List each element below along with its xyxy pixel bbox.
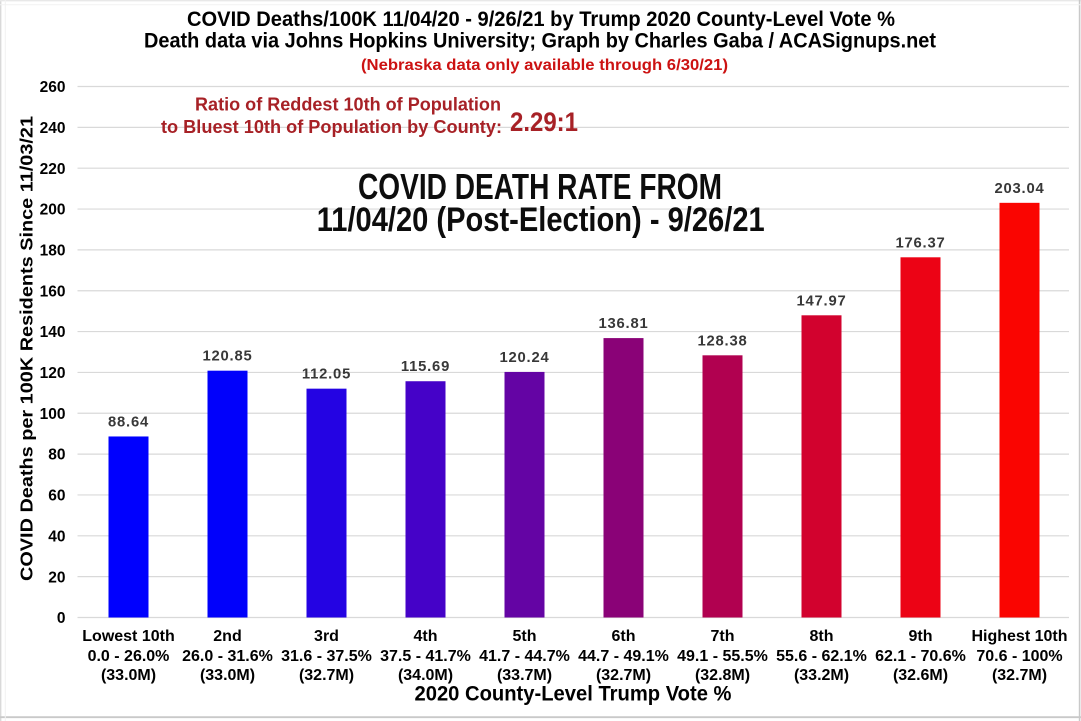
svg-text:Ratio of Reddest 10th of Popul: Ratio of Reddest 10th of Population: [195, 95, 501, 115]
svg-text:COVID Deaths per 100K Resident: COVID Deaths per 100K Residents Since 11…: [17, 116, 37, 581]
svg-text:62.1 - 70.6%: 62.1 - 70.6%: [875, 648, 966, 665]
svg-text:COVID Deaths/100K 11/04/20 - 9: COVID Deaths/100K 11/04/20 - 9/26/21 by …: [187, 7, 895, 31]
svg-text:60: 60: [48, 488, 65, 505]
svg-text:(34.0M): (34.0M): [398, 667, 453, 684]
svg-text:to Bluest 10th of Population b: to Bluest 10th of Population by County:: [161, 117, 502, 137]
svg-text:80: 80: [48, 447, 65, 464]
svg-text:0.0 - 26.0%: 0.0 - 26.0%: [88, 648, 170, 665]
svg-text:100: 100: [40, 406, 66, 423]
svg-text:(32.6M): (32.6M): [893, 667, 948, 684]
svg-text:120.24: 120.24: [499, 350, 549, 366]
svg-text:(32.8M): (32.8M): [695, 667, 750, 684]
svg-text:5th: 5th: [513, 628, 537, 645]
svg-text:41.7 - 44.7%: 41.7 - 44.7%: [479, 648, 570, 665]
svg-text:(32.7M): (32.7M): [596, 667, 651, 684]
svg-text:(33.0M): (33.0M): [200, 667, 255, 684]
svg-text:Death data via Johns Hopkins U: Death data via Johns Hopkins University;…: [144, 29, 936, 53]
svg-text:8th: 8th: [810, 628, 834, 645]
svg-text:40: 40: [48, 528, 65, 545]
svg-text:115.69: 115.69: [401, 359, 450, 375]
svg-text:120: 120: [40, 365, 66, 382]
svg-text:Lowest 10th: Lowest 10th: [82, 628, 174, 645]
svg-text:203.04: 203.04: [994, 181, 1044, 197]
svg-text:128.38: 128.38: [697, 333, 747, 349]
svg-text:200: 200: [40, 202, 66, 219]
svg-text:120.85: 120.85: [202, 349, 252, 365]
svg-text:180: 180: [40, 243, 66, 260]
svg-text:(33.0M): (33.0M): [101, 667, 156, 684]
svg-text:140: 140: [40, 324, 66, 341]
svg-text:44.7 - 49.1%: 44.7 - 49.1%: [578, 648, 669, 665]
svg-text:11/04/20 (Post-Election) - 9/2: 11/04/20 (Post-Election) - 9/26/21: [317, 201, 765, 239]
svg-text:112.05: 112.05: [302, 367, 351, 383]
svg-text:2.29:1: 2.29:1: [510, 107, 578, 137]
svg-text:9th: 9th: [909, 628, 933, 645]
svg-text:0: 0: [57, 610, 66, 627]
svg-text:260: 260: [40, 79, 66, 96]
svg-text:4th: 4th: [414, 628, 438, 645]
svg-text:147.97: 147.97: [796, 293, 846, 309]
svg-text:49.1 - 55.5%: 49.1 - 55.5%: [677, 648, 768, 665]
svg-text:136.81: 136.81: [598, 316, 648, 332]
svg-text:(Nebraska data only available: (Nebraska data only available through 6/…: [361, 57, 728, 74]
svg-text:37.5 - 41.7%: 37.5 - 41.7%: [380, 648, 471, 665]
svg-text:2020 County-Level Trump Vote %: 2020 County-Level Trump Vote %: [415, 683, 732, 706]
svg-text:(33.2M): (33.2M): [794, 667, 849, 684]
svg-text:(33.7M): (33.7M): [497, 667, 552, 684]
svg-text:(32.7M): (32.7M): [299, 667, 354, 684]
svg-text:(32.7M): (32.7M): [992, 667, 1047, 684]
svg-text:160: 160: [40, 283, 66, 300]
svg-text:26.0 - 31.6%: 26.0 - 31.6%: [182, 648, 273, 665]
svg-text:88.64: 88.64: [108, 415, 149, 431]
svg-text:55.6 - 62.1%: 55.6 - 62.1%: [776, 648, 867, 665]
svg-text:31.6 - 37.5%: 31.6 - 37.5%: [281, 648, 372, 665]
svg-text:6th: 6th: [612, 628, 636, 645]
svg-text:Highest 10th: Highest 10th: [971, 628, 1067, 645]
svg-text:2nd: 2nd: [213, 628, 241, 645]
svg-text:240: 240: [40, 120, 66, 137]
svg-text:220: 220: [40, 161, 66, 178]
svg-text:20: 20: [48, 569, 65, 586]
svg-text:COVID DEATH RATE FROM: COVID DEATH RATE FROM: [358, 166, 722, 207]
svg-text:70.6 - 100%: 70.6 - 100%: [976, 648, 1062, 665]
svg-text:7th: 7th: [711, 628, 735, 645]
svg-text:3rd: 3rd: [314, 628, 339, 645]
svg-text:176.37: 176.37: [895, 235, 945, 251]
